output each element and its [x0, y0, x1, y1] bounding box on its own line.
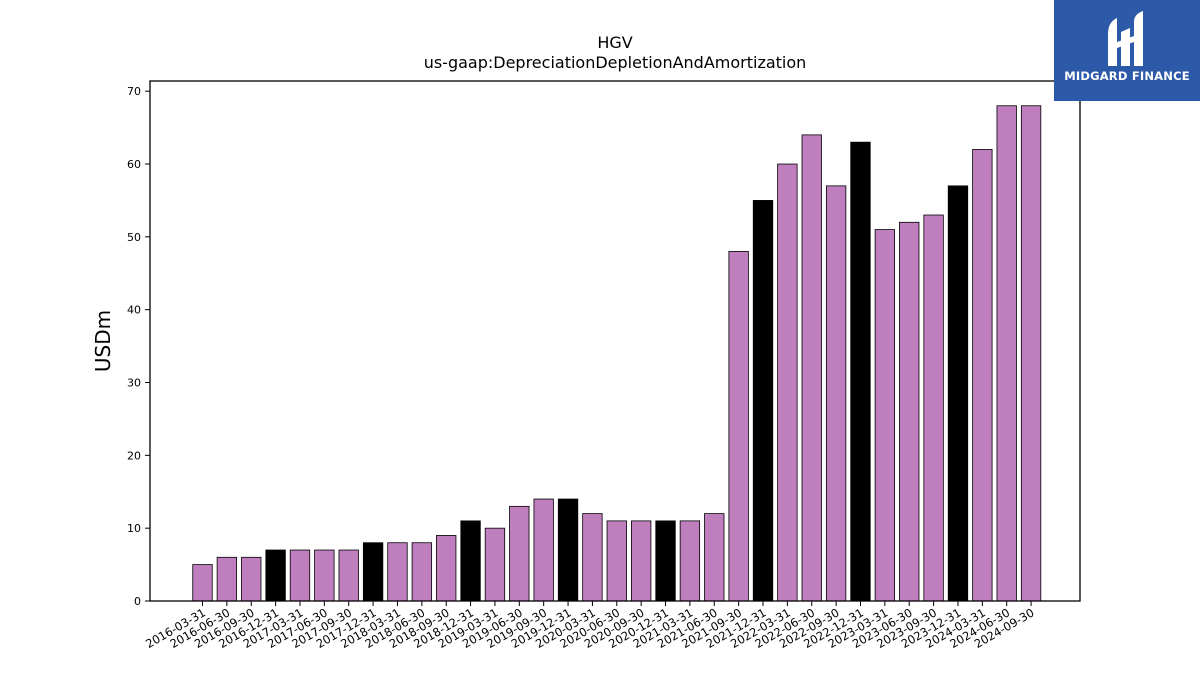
- bar: [777, 163, 798, 602]
- bar: [947, 185, 969, 602]
- bar: [362, 542, 384, 602]
- y-tick-label: 70: [127, 85, 141, 98]
- bar: [509, 505, 530, 602]
- bar: [874, 229, 896, 602]
- bar: [679, 520, 701, 602]
- bar: [387, 542, 408, 602]
- bar: [752, 200, 774, 602]
- bar: [289, 549, 311, 602]
- y-tick-label: 30: [127, 377, 141, 390]
- y-tick-label: 40: [127, 304, 141, 317]
- plot-frame: [149, 80, 1081, 602]
- bar: [899, 221, 920, 602]
- bars-layer: [192, 105, 1042, 602]
- bar: [825, 185, 847, 602]
- bar: [241, 556, 262, 602]
- bar: [533, 498, 554, 602]
- bar: [704, 513, 725, 602]
- bar: [655, 520, 676, 602]
- y-tick-label: 20: [127, 449, 141, 462]
- bar: [801, 134, 822, 602]
- bar: [460, 520, 481, 602]
- bar: [436, 535, 457, 602]
- bar: [972, 149, 993, 602]
- midgard-logo-icon: [1108, 11, 1143, 66]
- bar: [484, 527, 506, 602]
- bar: [728, 251, 749, 602]
- bar: [411, 542, 432, 602]
- bar: [216, 556, 238, 602]
- bar: [338, 549, 359, 602]
- bar: [314, 549, 335, 602]
- y-tick-label: 0: [134, 595, 141, 608]
- bar: [1020, 105, 1042, 602]
- bar: [557, 498, 579, 602]
- bar: [631, 520, 652, 602]
- logo-text: MIDGARD FINANCE: [1064, 69, 1190, 83]
- chart-title: HGV: [597, 33, 632, 52]
- bar: [192, 564, 213, 602]
- y-tick-label: 50: [127, 231, 141, 244]
- chart-subtitle: us-gaap:DepreciationDepletionAndAmortiza…: [424, 53, 807, 72]
- bar: [582, 513, 603, 602]
- y-tick-label: 60: [127, 158, 141, 171]
- bar: [850, 141, 871, 602]
- y-axis-label: USDm: [91, 310, 115, 372]
- bar: [923, 214, 944, 602]
- brand-logo: MIDGARD FINANCE: [1054, 0, 1200, 101]
- bar: [265, 549, 286, 602]
- y-tick-label: 10: [127, 522, 141, 535]
- bar: [606, 520, 627, 602]
- bar: [996, 105, 1017, 602]
